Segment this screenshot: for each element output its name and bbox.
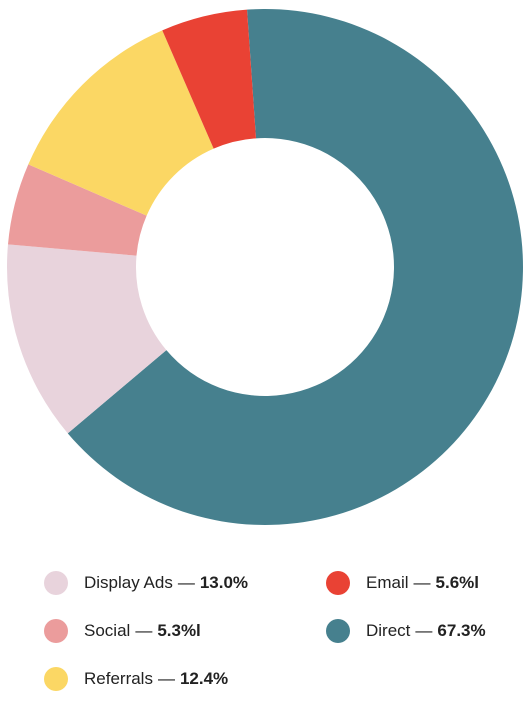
legend-value-email: 5.6%l bbox=[435, 573, 479, 592]
legend-swatch-display-ads bbox=[44, 571, 68, 595]
legend-swatch-social bbox=[44, 619, 68, 643]
legend-swatch-direct bbox=[326, 619, 350, 643]
slice-direct bbox=[67, 9, 523, 525]
legend-label-display-ads: Display Ads bbox=[84, 573, 173, 592]
slice-social bbox=[7, 164, 147, 256]
legend-separator: — bbox=[177, 573, 195, 592]
slice-referrals bbox=[28, 30, 214, 216]
legend-value-direct: 67.3% bbox=[437, 621, 486, 640]
legend-swatch-email bbox=[326, 571, 350, 595]
legend-item-social: Social — 5.3%l bbox=[44, 616, 201, 646]
legend-value-display-ads: 13.0% bbox=[199, 573, 249, 592]
legend-label-email: Email bbox=[366, 573, 409, 592]
legend-separator: — bbox=[135, 621, 153, 640]
legend-separator: — bbox=[157, 669, 175, 688]
legend-value-referrals: 12.4% bbox=[179, 669, 229, 688]
legend-value-social: 5.3%l bbox=[157, 621, 201, 640]
legend: Display Ads — 13.0% Email — 5.6%l Social… bbox=[44, 565, 514, 700]
legend-separator: — bbox=[415, 621, 433, 640]
legend-item-email: Email — 5.6%l bbox=[326, 568, 479, 598]
donut-plot bbox=[7, 9, 523, 525]
legend-item-display-ads: Display Ads — 13.0% bbox=[44, 568, 248, 598]
legend-item-direct: Direct — 67.3% bbox=[326, 616, 486, 646]
legend-item-referrals: Referrals — 12.4% bbox=[44, 664, 228, 694]
legend-label-referrals: Referrals bbox=[84, 669, 153, 688]
slice-email bbox=[162, 9, 257, 149]
legend-label-direct: Direct bbox=[366, 621, 411, 640]
legend-separator: — bbox=[413, 573, 431, 592]
slice-display-ads bbox=[7, 244, 167, 434]
legend-swatch-referrals bbox=[44, 667, 68, 691]
legend-label-social: Social bbox=[84, 621, 131, 640]
